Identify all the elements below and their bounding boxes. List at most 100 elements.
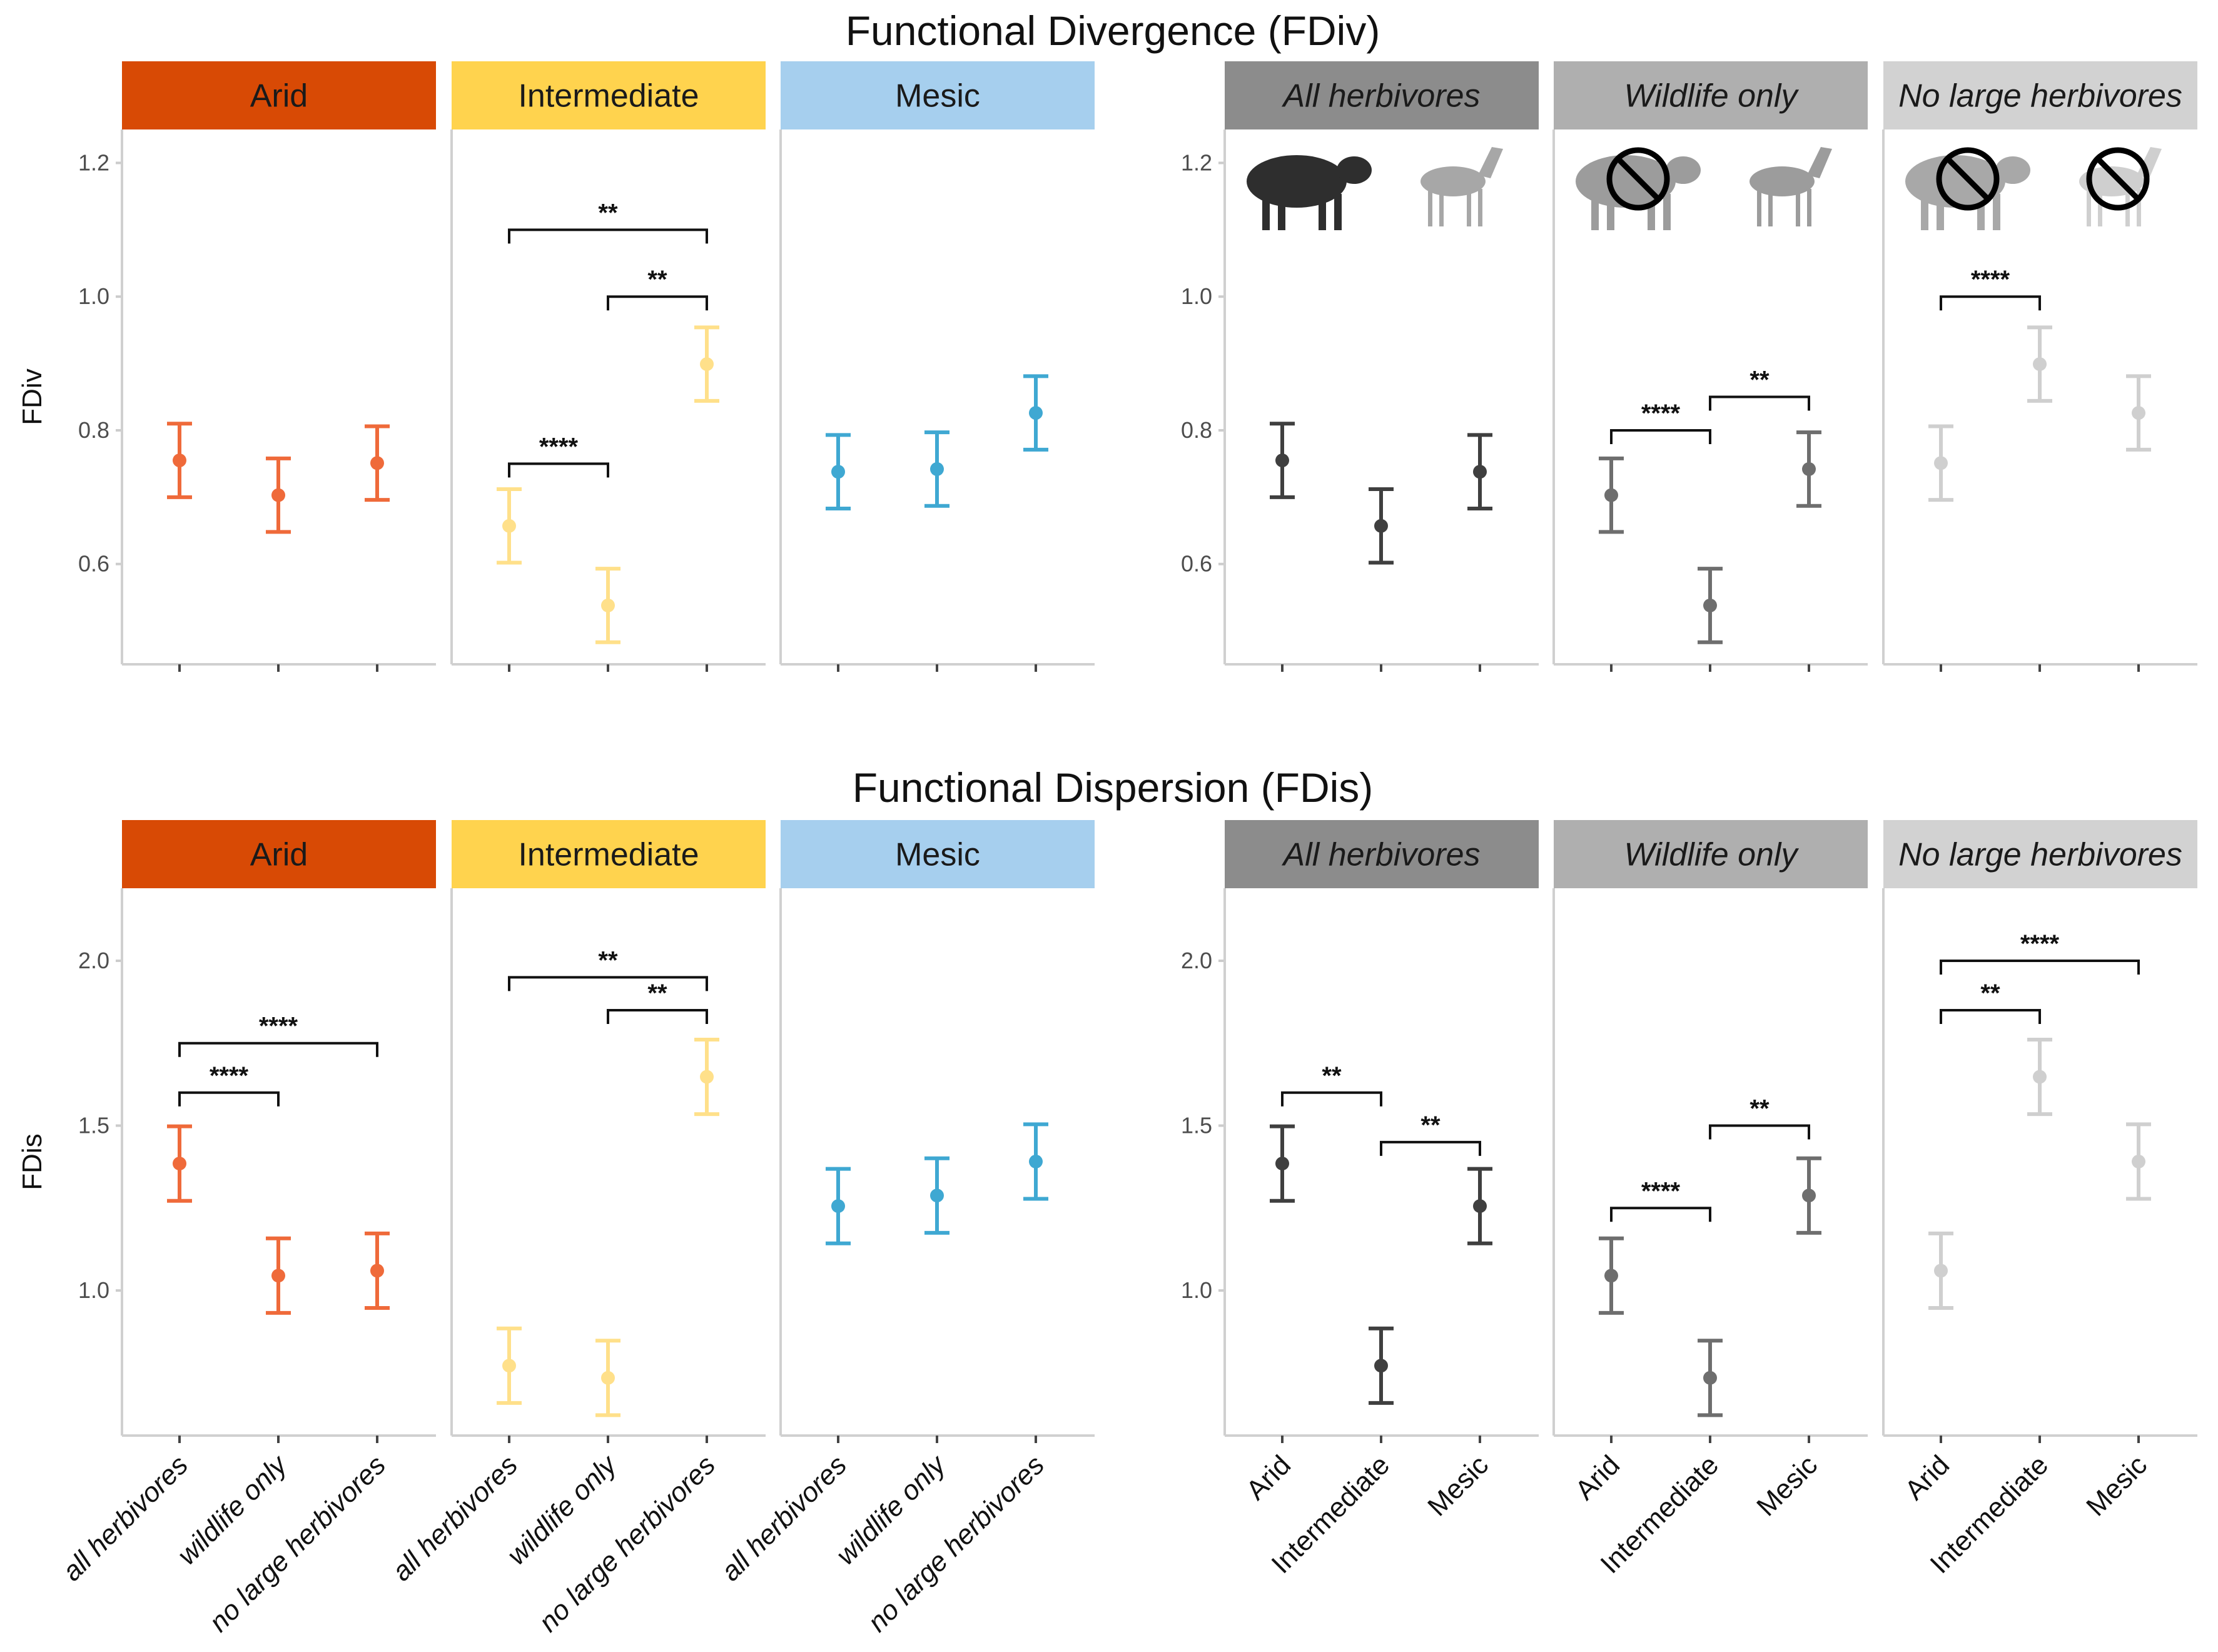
facet-panel-no-large-herbivores: No large herbivores **** [1882,61,2197,672]
error-bar [595,1339,620,1417]
mean-point [1934,456,1948,470]
mean-point [370,456,384,470]
error-bar [365,424,390,502]
antelope-leg [1439,189,1444,226]
significance-bracket [508,976,708,991]
mean-point [1802,1188,1816,1203]
significance-bracket [178,1041,378,1057]
mean-point [502,1359,516,1373]
y-tick-label: 1.0 [78,283,109,309]
error-bar [2126,374,2151,452]
mean-point [1374,519,1388,533]
antelope-leg [2098,189,2102,226]
mean-point [1802,462,1816,476]
mean-point [2132,406,2145,420]
cattle-icon [1576,147,1701,230]
significance-bracket [607,295,708,311]
facet-strip-label: Mesic [895,837,980,873]
significance-label: **** [2020,930,2060,958]
cattle-icon [1905,147,2030,230]
significance-label: ** [1750,367,1770,394]
significance-label: ** [598,946,618,974]
facet-strip-label: Wildlife only [1624,837,1800,873]
facet-strip [452,820,766,888]
x-axis-category-label: all herbivores [56,1449,194,1587]
cattle-leg [1648,194,1655,230]
facet-strip [781,61,1095,129]
facet-strip-label: All herbivores [1281,837,1480,873]
cattle-leg [1977,194,1985,230]
y-tick-label: 1.0 [1181,283,1212,309]
prohibited-slash [1945,156,1990,201]
antelope-leg [2137,189,2141,226]
x-axis-category-label: all herbivores [386,1449,524,1587]
mean-point [173,1157,186,1171]
error-bar [1599,1236,1624,1315]
y-axis-title: FDiv [17,368,48,425]
mean-point [1029,1154,1043,1168]
x-axis-category-label: no large herbivores [533,1449,721,1638]
facet-strip-label: Mesic [895,78,980,114]
mean-point [1275,454,1289,468]
significance-bracket [1940,295,2041,311]
significance-label: **** [210,1062,249,1090]
y-axis-title: FDis [17,1133,48,1190]
error-bar [1599,456,1624,534]
significance-bracket [1940,959,2140,975]
x-axis-category-label: Arid [1569,1449,1626,1506]
error-bar [2027,1037,2052,1117]
y-tick-label: 2.0 [78,948,109,973]
significance-bracket [607,1009,708,1025]
error-bar [826,1167,851,1245]
mean-point [930,462,944,476]
error-bar [694,325,719,403]
facet-strip [122,61,436,129]
mean-point [1473,465,1487,479]
facet-strip-label: No large herbivores [1898,78,2182,114]
y-tick-label: 0.6 [1181,551,1212,577]
y-tick-label: 0.6 [78,551,109,577]
antelope-leg [1757,189,1761,226]
facet-strip [1554,820,1868,888]
mean-point [1029,406,1043,420]
antelope-leg [1428,189,1432,226]
y-tick-label: 0.8 [1181,417,1212,443]
cattle-head [1666,156,1701,184]
significance-label: **** [1641,400,1681,427]
mean-point [1473,1199,1487,1214]
facet-panel-arid: Arid [121,61,436,672]
y-tick-label: 1.0 [1181,1277,1212,1303]
error-bar [1928,1231,1953,1310]
mean-point [831,465,845,479]
cattle-leg [1278,194,1285,230]
mean-point [1275,1157,1289,1171]
mean-point [601,1371,615,1385]
antelope-leg [1478,189,1482,226]
error-bar [1369,487,1394,565]
cattle-head [1995,156,2030,184]
chart-title: Functional Divergence (FDiv) [846,8,1380,54]
facet-strip [1554,61,1868,129]
x-axis-category-label: Arid [1240,1449,1297,1506]
error-bar [694,1037,719,1117]
prohibited-icon [1606,147,1670,211]
mean-point [601,598,615,612]
y-tick-label: 1.5 [1181,1113,1212,1138]
error-bar [2126,1122,2151,1201]
y-tick-label: 1.2 [1181,149,1212,175]
error-bar [266,1236,291,1315]
mean-point [700,357,714,372]
cattle-leg [1334,194,1342,230]
significance-label: ** [647,266,667,293]
error-bar [1467,433,1492,510]
facet-strip-label: All herbivores [1281,78,1480,114]
cattle-leg [1937,194,1944,230]
facet-strip [1883,61,2197,129]
facet-strip-label: Intermediate [518,78,699,114]
